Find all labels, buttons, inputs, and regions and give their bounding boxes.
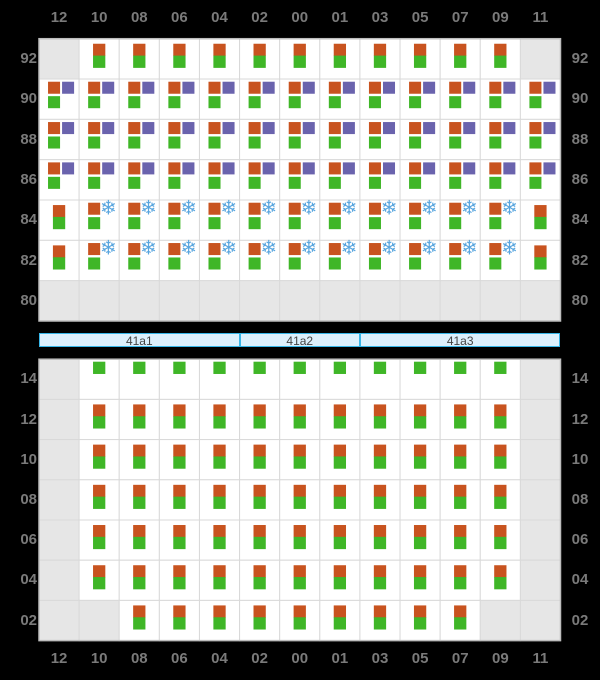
svg-text:❄: ❄ xyxy=(140,197,157,219)
svg-text:❄: ❄ xyxy=(100,238,117,260)
svg-text:❄: ❄ xyxy=(301,197,318,219)
svg-text:❄: ❄ xyxy=(220,238,237,260)
svg-text:❄: ❄ xyxy=(220,197,237,219)
svg-text:❄: ❄ xyxy=(461,197,478,219)
svg-text:❄: ❄ xyxy=(341,197,358,219)
svg-text:❄: ❄ xyxy=(180,238,197,260)
svg-text:❄: ❄ xyxy=(421,197,438,219)
svg-text:❄: ❄ xyxy=(381,238,398,260)
svg-text:❄: ❄ xyxy=(140,238,157,260)
svg-text:❄: ❄ xyxy=(501,238,518,260)
svg-text:❄: ❄ xyxy=(260,238,277,260)
svg-text:❄: ❄ xyxy=(180,197,197,219)
svg-text:❄: ❄ xyxy=(100,197,117,219)
svg-text:❄: ❄ xyxy=(341,238,358,260)
svg-text:❄: ❄ xyxy=(461,238,478,260)
svg-text:❄: ❄ xyxy=(501,197,518,219)
svg-text:❄: ❄ xyxy=(301,238,318,260)
svg-text:❄: ❄ xyxy=(381,197,398,219)
svg-text:❄: ❄ xyxy=(260,197,277,219)
svg-text:❄: ❄ xyxy=(421,238,438,260)
